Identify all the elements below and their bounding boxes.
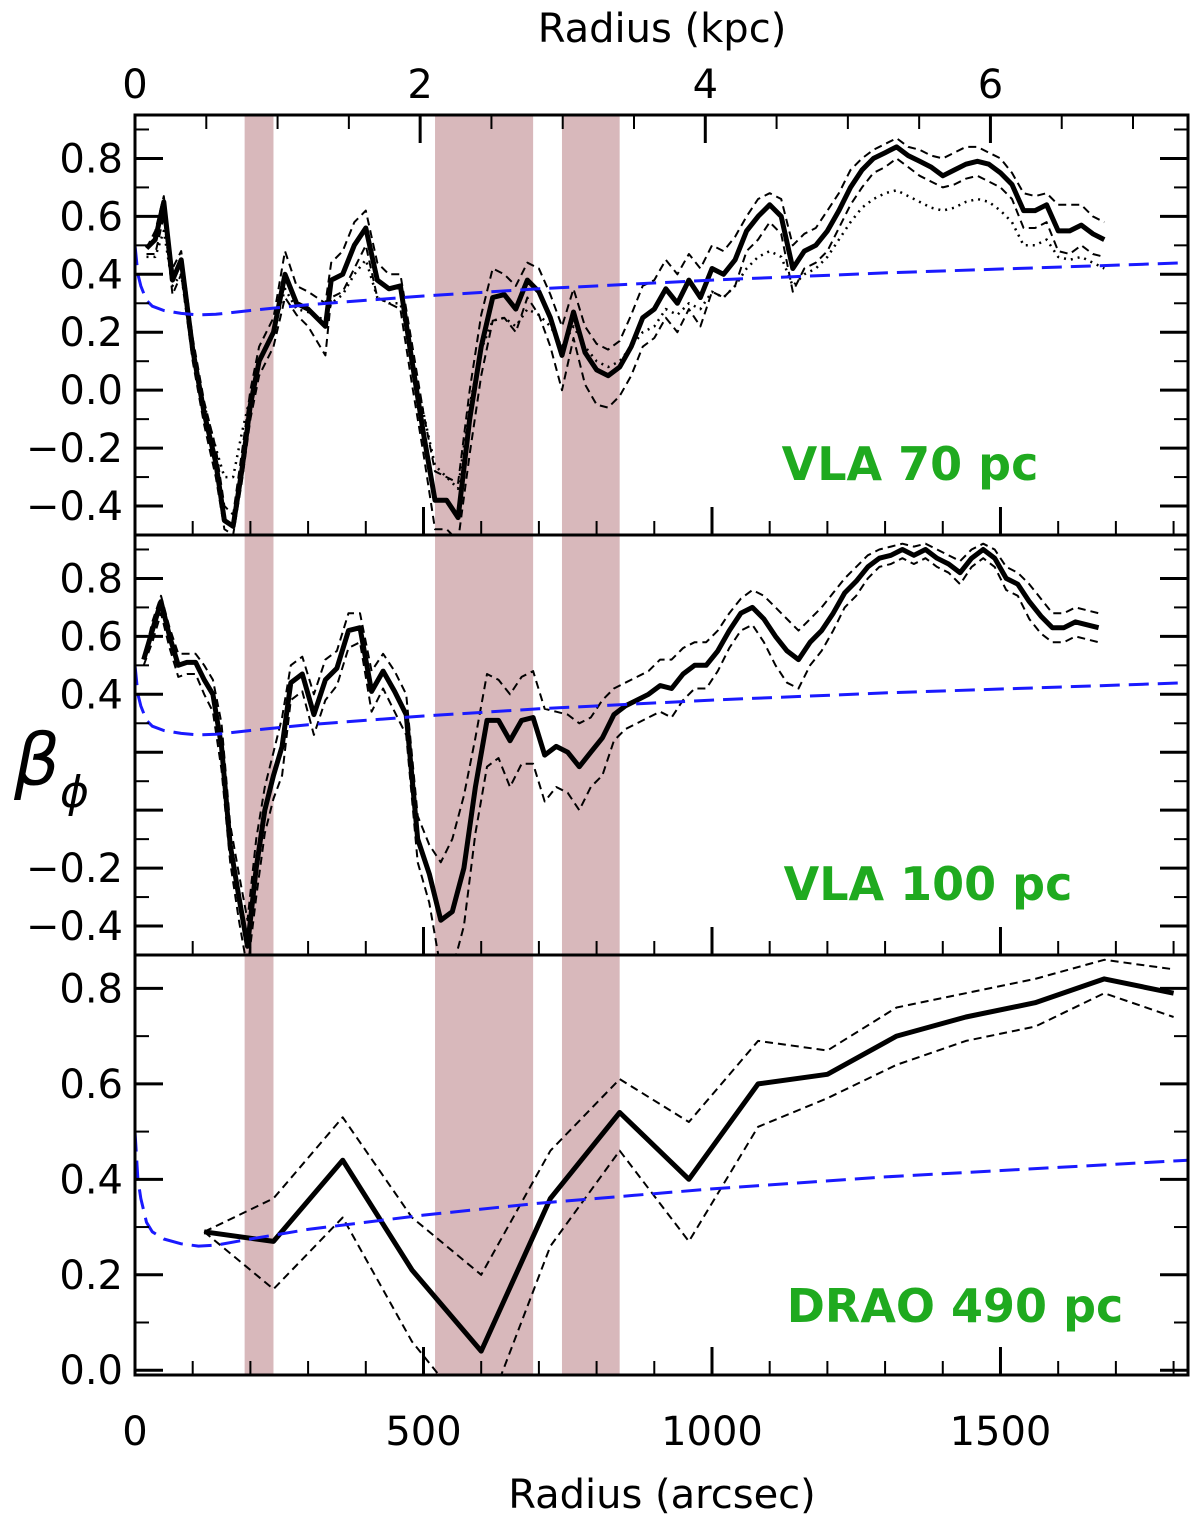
beta-curve [203,976,1175,1354]
top-x-tick-label: 2 [407,62,432,108]
y-axis-subscript: ϕ [60,767,89,818]
top-axis-title: Radius (kpc) [538,6,787,52]
curves [135,137,1188,1375]
y-tick-label: 0.0 [59,1348,123,1394]
error-curve [142,542,1099,922]
beta-curve [144,144,1106,529]
shaded-band [244,955,274,1375]
y-tick-label: −0.2 [26,846,123,892]
shaded-band [435,955,534,1375]
bottom-axis-title: Radius (arcsec) [508,1472,816,1518]
shaded-band [561,955,620,1375]
error-curve [142,557,1099,955]
y-tick-label: 0.6 [59,194,123,240]
panel-label: DRAO 490 pc [787,1279,1124,1333]
beta-curve [141,547,1100,949]
y-tick-label: 0.8 [59,136,123,182]
error-curve [146,157,1105,535]
y-axis-title: βϕ [13,718,89,818]
y-tick-label: −0.2 [26,426,123,472]
panel-frames [133,113,1190,1377]
y-tick-label: 0.0 [59,368,123,414]
y-tick-label: 0.8 [59,966,123,1012]
y-axis-symbol: β [13,718,60,802]
panel-label: VLA 100 pc [784,857,1073,911]
y-tick-label: 0.6 [59,1062,123,1108]
y-tick-label: 0.2 [59,310,123,356]
top-x-tick-label: 0 [122,62,147,108]
top-x-tick-label: 6 [978,62,1003,108]
top-x-tick-label: 4 [693,62,718,108]
axis-ticks [133,115,1188,1375]
shaded-band [561,535,620,955]
y-tick-label: −0.4 [26,484,123,530]
error-curve [203,958,1174,1276]
y-tick-label: 0.4 [59,1157,123,1203]
y-tick-label: −0.4 [26,904,123,950]
shaded-band [244,535,274,955]
x-tick-label: 1000 [661,1409,763,1455]
panel-labels: VLA 70 pc VLA 100 pc DRAO 490 pc [782,437,1124,1333]
shaded-band [244,115,274,535]
error-curve [145,137,1105,516]
model-curve [135,1131,1188,1248]
y-tick-label: 0.4 [59,672,123,718]
y-tick-label: 0.4 [59,252,123,298]
panel-label: VLA 70 pc [782,437,1039,491]
panel-frame [133,953,1190,1377]
x-tick-label: 1500 [950,1409,1052,1455]
y-tick-label: 0.8 [59,556,123,602]
x-tick-label: 0 [122,1409,147,1455]
tick-labels: −0.4 −0.2 0.0 0.2 0.4 0.6 0.8 −0.4 −0.2 0.4 0.6 0.8… [26,62,1052,1455]
y-tick-label: 0.6 [59,614,123,660]
y-tick-label: 0.2 [59,1253,123,1299]
model-curve [135,245,1188,317]
model-curve [135,665,1188,737]
x-tick-label: 500 [385,1409,461,1455]
error-curve [203,992,1174,1375]
